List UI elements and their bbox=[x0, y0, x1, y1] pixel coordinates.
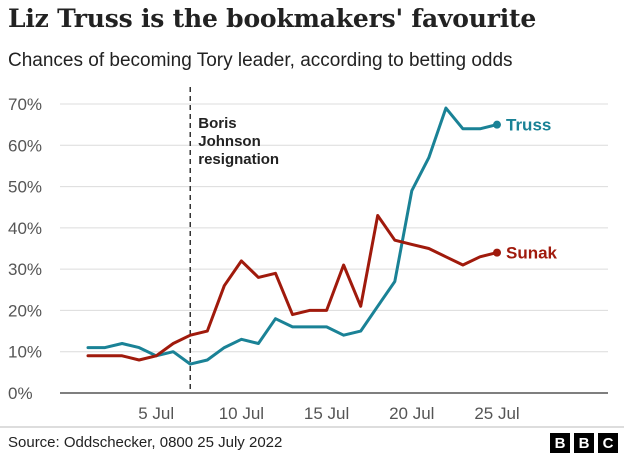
y-tick-label: 30% bbox=[8, 260, 42, 279]
series-line-sunak bbox=[86, 214, 499, 362]
logo-letter: B bbox=[550, 433, 570, 453]
source-note: Source: Oddschecker, 0800 25 July 2022 bbox=[8, 434, 283, 451]
x-tick-label: 20 Jul bbox=[389, 404, 434, 423]
x-tick-label: 25 Jul bbox=[474, 404, 519, 423]
logo-letter: B bbox=[574, 433, 594, 453]
line-chart: 0% 10% 20% 30% 40% 50% 60% 70% 5 Jul 10 Jul 15 Jul… bbox=[8, 87, 608, 423]
annotation-label: resignation bbox=[198, 151, 279, 168]
logo-letter: C bbox=[598, 433, 618, 453]
series-end-marker-truss bbox=[493, 120, 501, 129]
x-tick-label: 10 Jul bbox=[219, 404, 264, 423]
y-tick-label: 70% bbox=[8, 95, 42, 114]
series-end-marker-sunak bbox=[493, 248, 501, 257]
series-label-sunak: Sunak bbox=[506, 244, 558, 263]
series-line-truss bbox=[86, 106, 499, 366]
series-label-truss: Truss bbox=[506, 116, 551, 135]
y-tick-label: 50% bbox=[8, 178, 42, 197]
y-tick-label: 40% bbox=[8, 219, 42, 238]
annotation-label: Boris bbox=[198, 115, 236, 132]
annotation-label: Johnson bbox=[198, 133, 261, 150]
chart-title: Liz Truss is the bookmakers' favourite bbox=[8, 4, 537, 33]
x-tick-label: 15 Jul bbox=[304, 404, 349, 423]
y-tick-label: 0% bbox=[8, 384, 33, 403]
chart-subtitle: Chances of becoming Tory leader, accordi… bbox=[8, 50, 513, 71]
x-tick-label: 5 Jul bbox=[138, 404, 174, 423]
footer-divider bbox=[0, 426, 624, 428]
bbc-logo: B B C bbox=[550, 433, 618, 453]
y-tick-label: 60% bbox=[8, 136, 42, 155]
y-tick-label: 20% bbox=[8, 301, 42, 320]
y-tick-label: 10% bbox=[8, 343, 42, 362]
